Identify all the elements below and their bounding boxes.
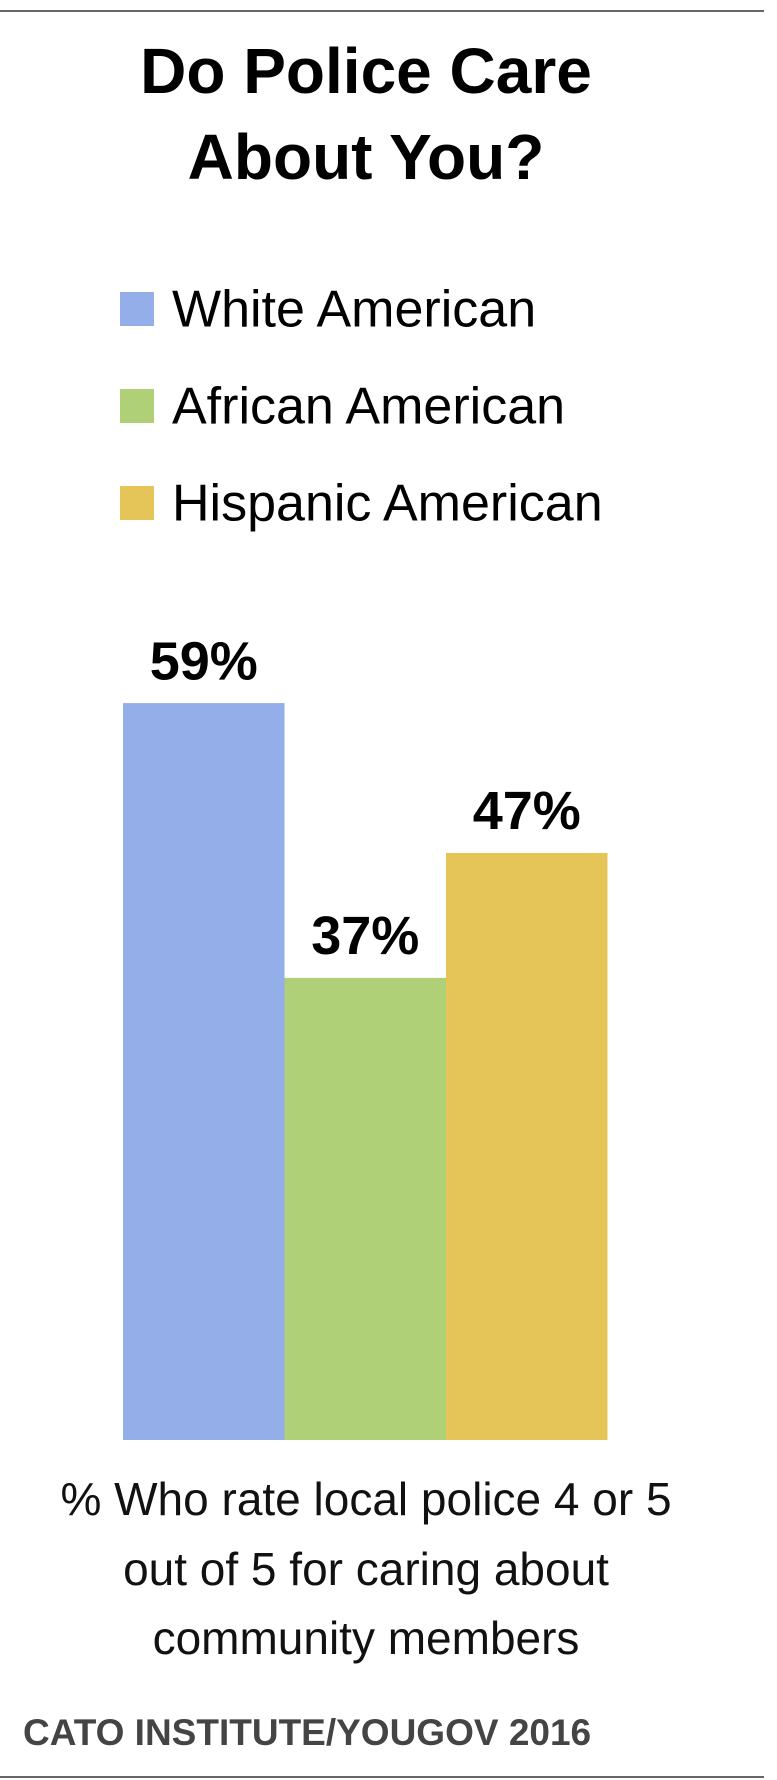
legend-label: Hispanic American — [172, 475, 603, 533]
subtitle: out of 5 for caring about — [123, 1543, 609, 1595]
legend-swatch — [120, 486, 154, 520]
data-label: 47% — [473, 781, 581, 841]
legend-label: African American — [172, 378, 565, 436]
chart-title: About You? — [188, 121, 545, 193]
source: CATO INSTITUTE/YOUGOV 2016 — [23, 1712, 591, 1753]
subtitle: % Who rate local police 4 or 5 — [60, 1473, 671, 1525]
bar — [446, 852, 608, 1440]
data-label: 59% — [150, 631, 258, 691]
subtitle: community members — [153, 1612, 580, 1664]
legend-swatch — [120, 292, 154, 326]
data-label: 37% — [311, 906, 419, 966]
legend-label: White American — [172, 281, 536, 339]
bar — [123, 703, 285, 1440]
legend-swatch — [120, 389, 154, 423]
bar — [284, 977, 446, 1440]
chart-title: Do Police Care — [140, 35, 592, 107]
